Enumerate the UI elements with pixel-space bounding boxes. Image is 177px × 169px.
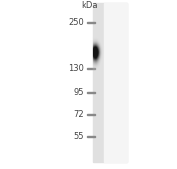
Text: 72: 72: [73, 110, 84, 119]
Bar: [104, 3, 127, 162]
Text: 55: 55: [74, 131, 84, 141]
Bar: [87, 68, 95, 69]
Text: 95: 95: [74, 88, 84, 97]
Text: kDa: kDa: [81, 1, 98, 10]
Bar: [87, 92, 95, 93]
Bar: [87, 136, 95, 137]
Text: 130: 130: [68, 64, 84, 73]
Bar: [87, 22, 95, 23]
Bar: [87, 114, 95, 115]
Bar: [93, 3, 127, 162]
Text: 250: 250: [68, 18, 84, 27]
